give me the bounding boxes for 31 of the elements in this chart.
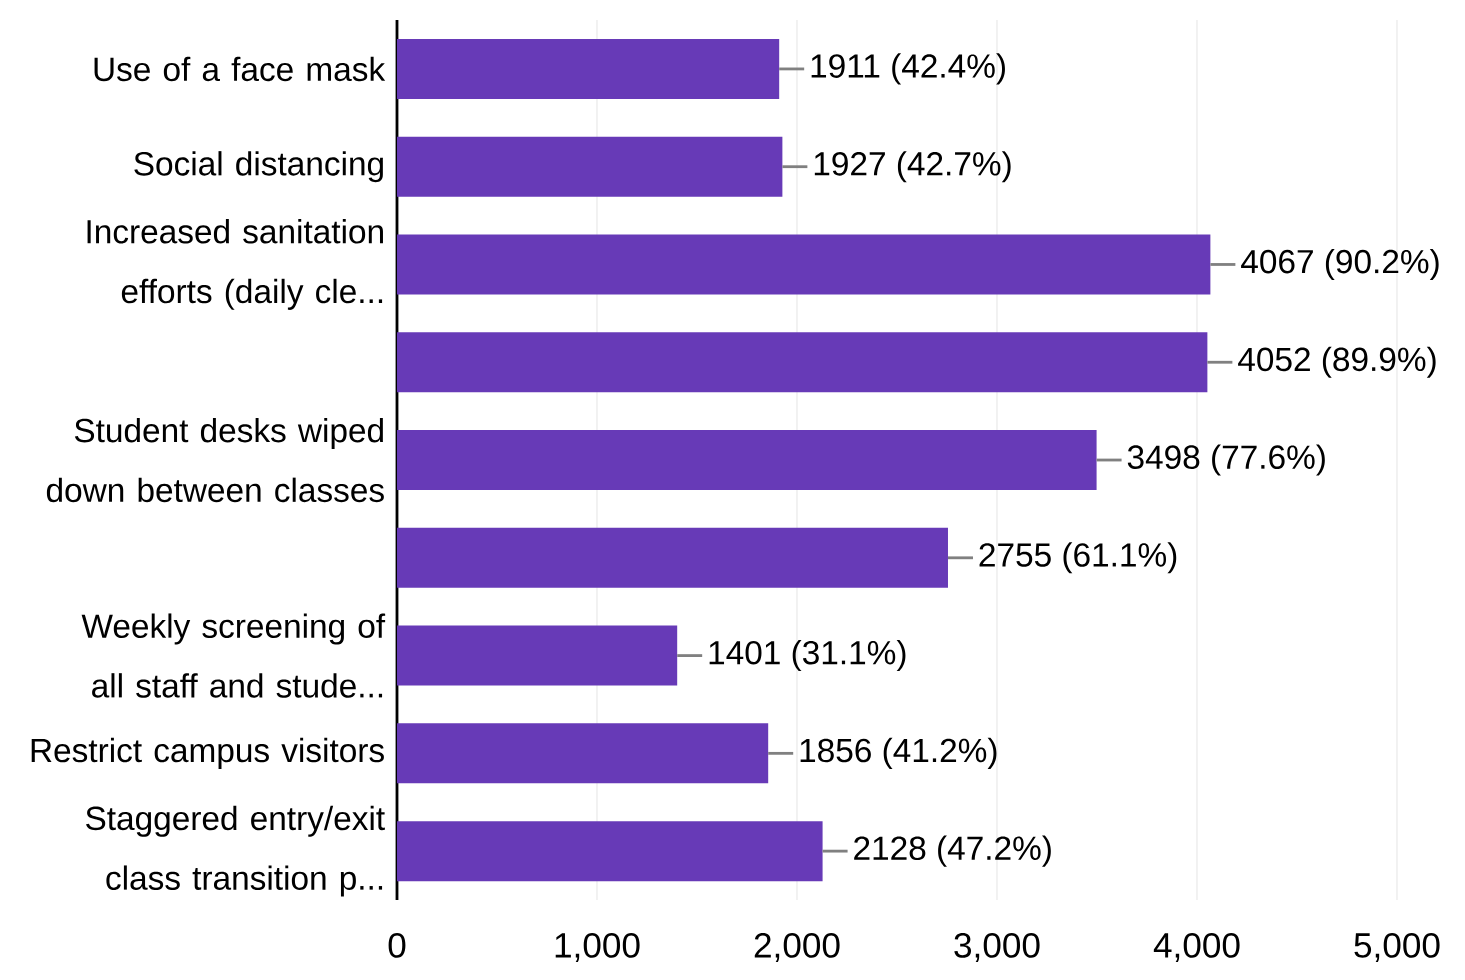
bar [397,234,1211,295]
x-tick-label: 2,000 [754,932,840,962]
data-label: 1927 (42.7%) [814,151,1011,183]
bar [397,527,948,588]
x-tick-label: 1,000 [555,932,640,962]
bar [397,38,780,99]
bar [397,723,769,784]
x-tick-label: 5,000 [1354,932,1440,962]
y-tick-label: Staggered entry/exit class transition p... [86,805,385,897]
y-tick-label: Restrict campus visitors [31,737,384,769]
bar [397,625,678,686]
bar [397,430,1097,491]
bar [397,136,783,197]
y-tick-label: Use of a face mask [94,56,386,82]
x-tick-label: 3,000 [954,932,1040,962]
x-tick-label: 0 [388,932,406,958]
y-tick-label: Social distancing [134,151,383,183]
data-label: 1401 (31.1%) [709,640,906,672]
y-tick-label: Student desks wiped down between classes [46,417,384,503]
data-label: 4067 (90.2%) [1241,248,1439,281]
x-tick-label: 4,000 [1153,932,1240,962]
bar [397,821,823,882]
data-label: 4052 (89.9%) [1238,346,1436,378]
y-tick-label: Increased sanitation efforts (daily cle... [87,219,383,310]
data-label: 2128 (47.2%) [854,835,1051,867]
y-tick-label: Weekly screening of all staff and stude... [81,613,386,698]
data-label: 1911 (42.4%) [811,53,1005,85]
data-label: 2755 (61.1%) [979,542,1177,574]
data-label: 3498 (77.6%) [1127,444,1325,476]
bar [397,332,1208,393]
data-label: 1856 (41.2%) [800,737,997,769]
